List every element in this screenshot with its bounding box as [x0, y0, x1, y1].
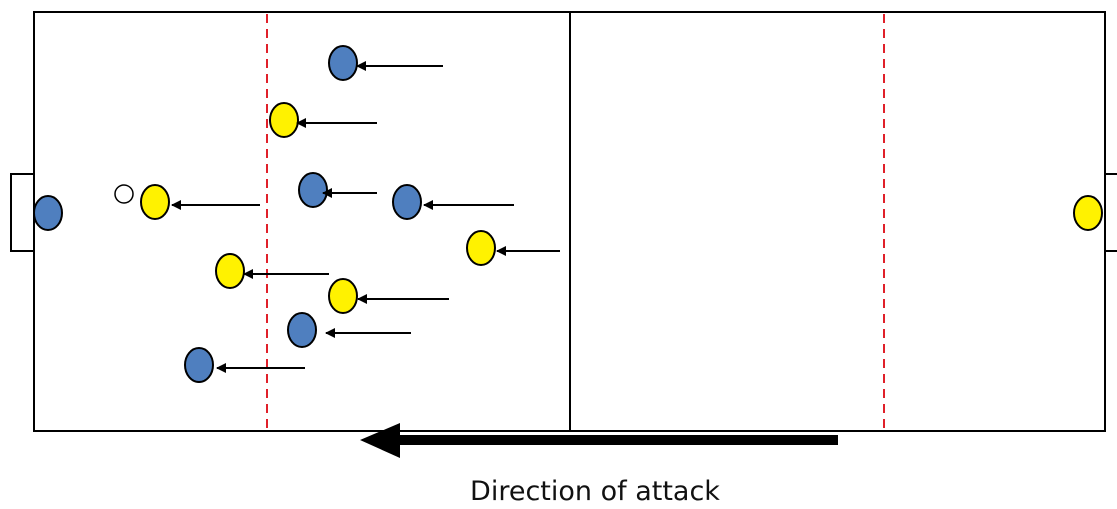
yellow-player-marker: [269, 102, 299, 138]
players-layer: [33, 45, 1103, 383]
attack-direction-arrow: [360, 423, 838, 458]
direction-caption: Direction of attack: [470, 476, 720, 507]
blue-player-marker: [184, 347, 214, 383]
yellow-player-marker: [215, 253, 245, 289]
blue-player-marker: [392, 184, 422, 220]
blue-player-marker: [298, 172, 328, 208]
ball: [114, 184, 134, 204]
blue-goalkeeper-marker: [33, 195, 63, 231]
right-goal: [1104, 173, 1117, 252]
yellow-player-marker: [140, 184, 170, 220]
left-goal: [10, 173, 35, 252]
yellow-player-marker: [466, 230, 496, 266]
yellow-goalkeeper-marker: [1073, 195, 1103, 231]
yellow-player-marker: [328, 278, 358, 314]
blue-player-marker: [287, 312, 317, 348]
blue-player-marker: [328, 45, 358, 81]
